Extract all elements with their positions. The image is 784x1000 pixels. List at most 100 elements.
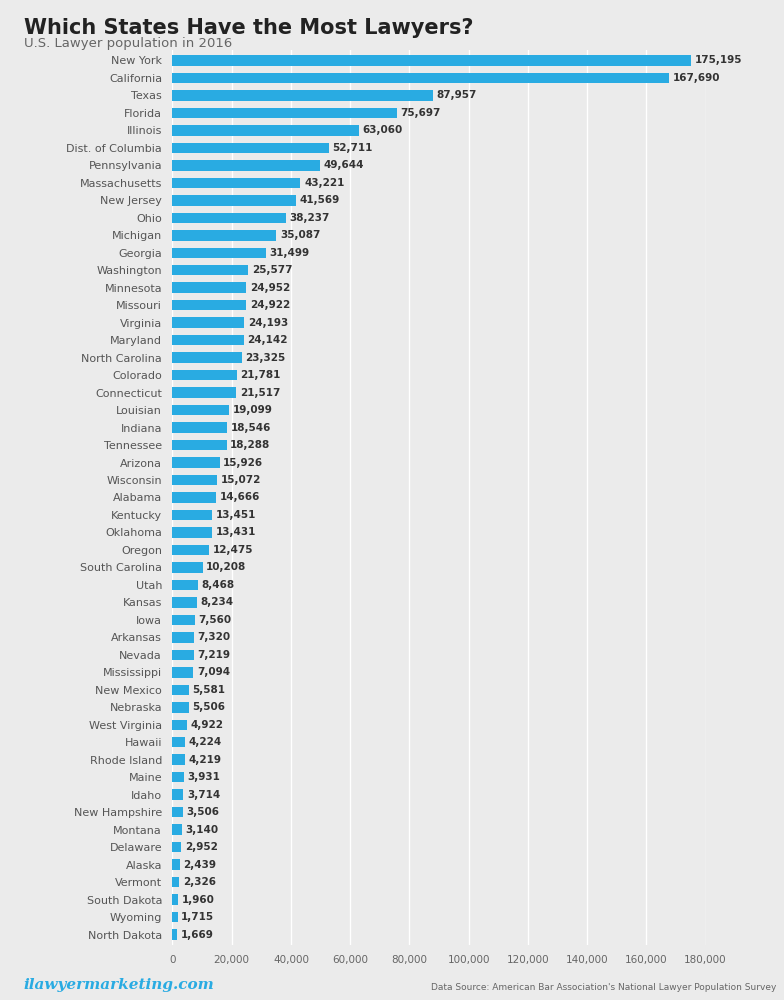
Bar	[172, 195, 296, 206]
Bar	[172, 213, 285, 223]
Bar	[172, 720, 187, 730]
Text: 1,669: 1,669	[181, 930, 214, 940]
Text: 7,094: 7,094	[197, 667, 230, 677]
Text: 7,320: 7,320	[198, 632, 230, 642]
Text: 75,697: 75,697	[400, 108, 441, 118]
Text: 24,193: 24,193	[248, 318, 288, 328]
Bar	[172, 55, 691, 66]
Text: 21,517: 21,517	[240, 388, 280, 398]
Text: 2,439: 2,439	[183, 860, 216, 870]
Bar	[172, 929, 177, 940]
Bar	[172, 352, 241, 363]
Text: 21,781: 21,781	[241, 370, 281, 380]
Text: 4,922: 4,922	[191, 720, 223, 730]
Bar	[172, 370, 237, 380]
Text: 7,560: 7,560	[198, 615, 231, 625]
Bar	[172, 265, 249, 275]
Text: 3,931: 3,931	[187, 772, 220, 782]
Text: U.S. Lawyer population in 2016: U.S. Lawyer population in 2016	[24, 37, 232, 50]
Bar	[172, 807, 183, 817]
Text: 13,451: 13,451	[216, 510, 256, 520]
Text: 38,237: 38,237	[289, 213, 329, 223]
Bar	[172, 580, 198, 590]
Text: 24,952: 24,952	[250, 283, 290, 293]
Text: 31,499: 31,499	[270, 248, 310, 258]
Text: 25,577: 25,577	[252, 265, 292, 275]
Text: 18,288: 18,288	[230, 440, 270, 450]
Text: 87,957: 87,957	[437, 90, 477, 100]
Text: 4,224: 4,224	[188, 737, 222, 747]
Bar	[172, 510, 212, 520]
Bar	[172, 789, 183, 800]
Text: 7,219: 7,219	[198, 650, 230, 660]
Bar	[172, 562, 203, 573]
Bar	[172, 422, 227, 433]
Text: 18,546: 18,546	[231, 423, 271, 433]
Bar	[172, 125, 359, 136]
Text: 13,431: 13,431	[216, 527, 256, 537]
Text: 41,569: 41,569	[299, 195, 339, 205]
Bar	[172, 335, 244, 345]
Text: 52,711: 52,711	[332, 143, 372, 153]
Text: 1,960: 1,960	[182, 895, 215, 905]
Bar	[172, 650, 194, 660]
Text: 2,952: 2,952	[185, 842, 218, 852]
Text: 5,581: 5,581	[193, 685, 226, 695]
Text: Which States Have the Most Lawyers?: Which States Have the Most Lawyers?	[24, 18, 473, 38]
Bar	[172, 912, 177, 922]
Bar	[172, 824, 182, 835]
Bar	[172, 492, 216, 503]
Text: 19,099: 19,099	[233, 405, 273, 415]
Text: 24,142: 24,142	[248, 335, 288, 345]
Bar	[172, 615, 195, 625]
Bar	[172, 457, 220, 468]
Bar	[172, 667, 194, 678]
Text: 5,506: 5,506	[192, 702, 225, 712]
Text: 14,666: 14,666	[220, 492, 260, 502]
Bar	[172, 772, 184, 782]
Bar	[172, 73, 669, 83]
Bar	[172, 440, 227, 450]
Bar	[172, 894, 178, 905]
Text: 4,219: 4,219	[188, 755, 222, 765]
Bar	[172, 702, 189, 713]
Text: 1,715: 1,715	[181, 912, 214, 922]
Text: 10,208: 10,208	[206, 562, 246, 572]
Bar	[172, 737, 185, 747]
Bar	[172, 545, 209, 555]
Bar	[172, 859, 180, 870]
Text: ilawyermarketing.com: ilawyermarketing.com	[24, 978, 214, 992]
Bar	[172, 248, 266, 258]
Text: Data Source: American Bar Association's National Lawyer Population Survey: Data Source: American Bar Association's …	[430, 983, 776, 992]
Text: 15,926: 15,926	[223, 458, 263, 468]
Bar	[172, 842, 181, 852]
Bar	[172, 230, 277, 241]
Bar	[172, 317, 244, 328]
Bar	[172, 90, 433, 101]
Text: 175,195: 175,195	[695, 55, 742, 65]
Bar	[172, 475, 217, 485]
Bar	[172, 685, 189, 695]
Text: 12,475: 12,475	[213, 545, 253, 555]
Bar	[172, 160, 320, 171]
Text: 63,060: 63,060	[363, 125, 403, 135]
Bar	[172, 754, 185, 765]
Bar	[172, 632, 194, 643]
Text: 3,714: 3,714	[187, 790, 220, 800]
Bar	[172, 387, 236, 398]
Text: 8,468: 8,468	[201, 580, 234, 590]
Bar	[172, 108, 397, 118]
Text: 15,072: 15,072	[220, 475, 261, 485]
Bar	[172, 178, 300, 188]
Text: 35,087: 35,087	[280, 230, 321, 240]
Text: 24,922: 24,922	[250, 300, 290, 310]
Bar	[172, 877, 180, 887]
Bar	[172, 282, 246, 293]
Text: 167,690: 167,690	[673, 73, 720, 83]
Text: 2,326: 2,326	[183, 877, 216, 887]
Text: 43,221: 43,221	[304, 178, 344, 188]
Text: 23,325: 23,325	[245, 353, 285, 363]
Bar	[172, 143, 328, 153]
Text: 3,506: 3,506	[187, 807, 220, 817]
Bar	[172, 300, 246, 310]
